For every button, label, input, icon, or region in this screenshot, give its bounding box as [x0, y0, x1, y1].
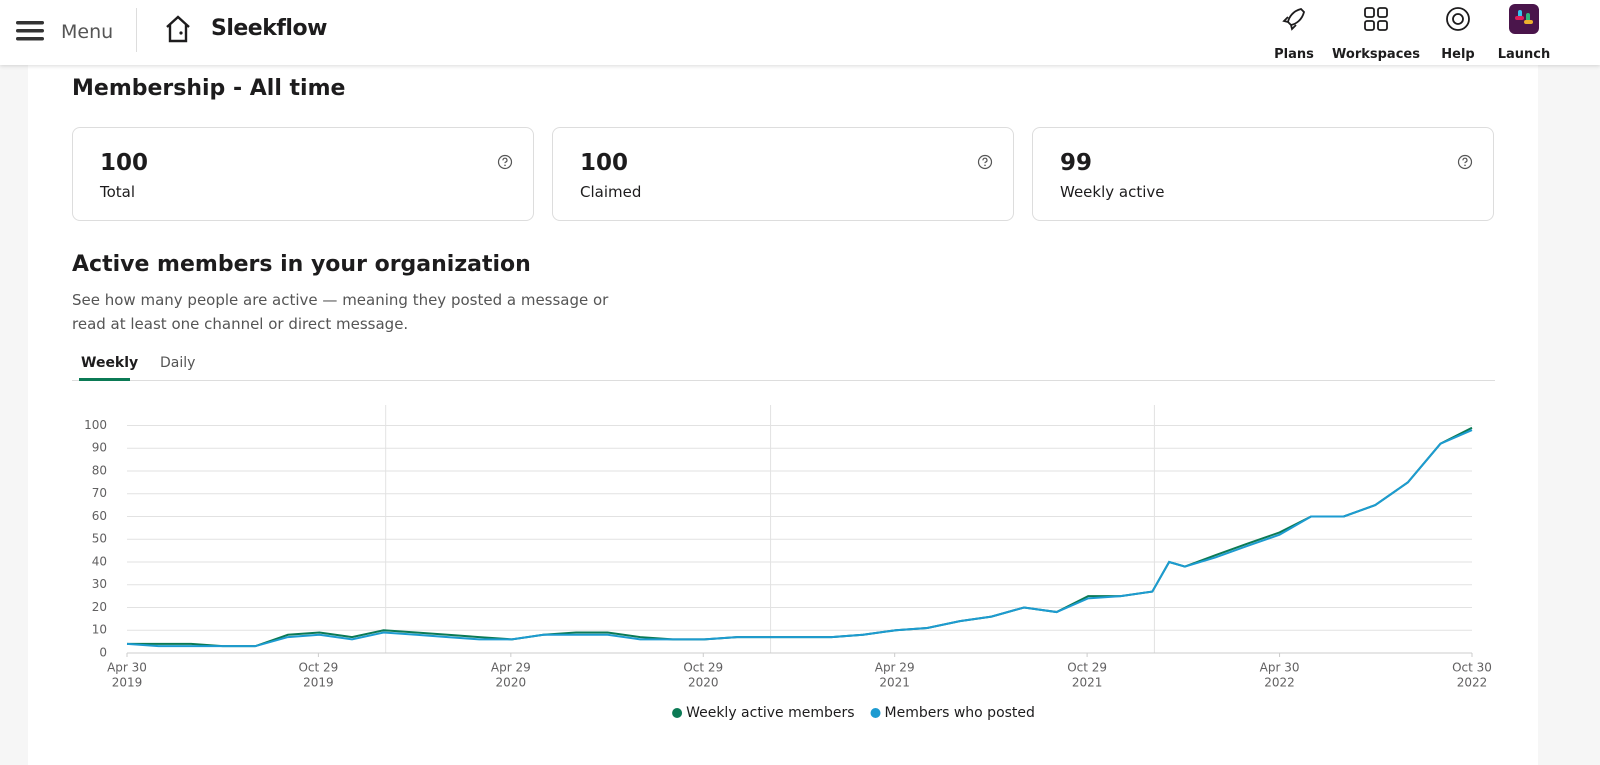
legend-label: Members who posted — [885, 705, 1035, 721]
plans-icon[interactable] — [1281, 6, 1307, 32]
x-tick-year: 2019 — [303, 676, 334, 690]
menu-icon[interactable] — [16, 20, 44, 42]
stat-card: 99 Weekly active — [1032, 127, 1494, 221]
y-tick-label: 90 — [92, 441, 107, 455]
stat-value: 99 — [1060, 150, 1093, 176]
stat-label: Weekly active — [1060, 183, 1165, 201]
legend-label: Weekly active members — [686, 705, 854, 721]
y-tick-label: 70 — [92, 486, 107, 500]
stat-card: 100 Total — [72, 127, 534, 221]
stat-label: Claimed — [580, 183, 642, 201]
stat-value: 100 — [580, 150, 629, 176]
stat-value: 100 — [100, 150, 149, 176]
y-tick-label: 0 — [99, 646, 107, 660]
x-tick-label: Oct 29 — [1067, 661, 1107, 675]
x-tick-year: 2019 — [112, 676, 143, 690]
description: See how many people are active — meaning… — [72, 291, 609, 333]
header: Menu Sleekflow Plans Workspaces Help Lau… — [0, 0, 1600, 65]
legend-marker — [870, 708, 881, 718]
x-tick-year: 2022 — [1264, 676, 1295, 690]
legend-marker — [672, 708, 683, 718]
x-tick-label: Apr 29 — [491, 661, 531, 675]
line-series — [126, 429, 1473, 648]
y-tick-label: 50 — [92, 532, 107, 546]
y-tick-label: 10 — [92, 623, 107, 637]
x-tick-year: 2020 — [496, 676, 527, 690]
nav-item[interactable]: Help — [1441, 47, 1475, 62]
x-tick-year: 2022 — [1457, 676, 1488, 690]
y-tick-label: 20 — [92, 600, 107, 614]
x-tick-label: Apr 30 — [107, 661, 147, 675]
x-tick-year: 2021 — [879, 676, 910, 690]
info-icon[interactable] — [497, 154, 513, 170]
tab-divider — [72, 380, 1495, 381]
divider — [136, 8, 137, 52]
menu-label[interactable]: Menu — [61, 21, 114, 43]
tab[interactable]: Weekly — [81, 355, 139, 371]
y-tick-label: 80 — [92, 463, 107, 477]
nav-item[interactable]: Launch — [1497, 47, 1551, 62]
x-tick-label: Oct 29 — [683, 661, 723, 675]
stat-card: 100 Claimed — [552, 127, 1014, 221]
brand[interactable]: Sleekflow — [211, 16, 327, 41]
nav-item[interactable]: Plans — [1274, 47, 1314, 62]
y-tick-label: 60 — [92, 509, 107, 523]
x-tick-label: Oct 29 — [298, 661, 338, 675]
y-tick-label: 40 — [92, 554, 107, 568]
workspaces-icon[interactable] — [1363, 6, 1389, 32]
tab[interactable]: Daily — [160, 355, 196, 371]
x-tick-label: Apr 30 — [1260, 661, 1300, 675]
tab-underline — [79, 378, 130, 381]
x-tick-label: Oct 30 — [1452, 661, 1492, 675]
info-icon[interactable] — [1457, 154, 1473, 170]
info-icon[interactable] — [977, 154, 993, 170]
nav-item[interactable]: Workspaces — [1332, 47, 1420, 62]
section-title: Membership - All time — [72, 76, 346, 101]
x-tick-year: 2020 — [688, 676, 719, 690]
help-icon[interactable] — [1445, 6, 1471, 32]
y-tick-label: 100 — [84, 418, 107, 432]
section-title: Active members in your organization — [72, 252, 531, 277]
x-tick-year: 2021 — [1072, 676, 1103, 690]
y-tick-label: 30 — [92, 577, 107, 591]
x-tick-label: Apr 29 — [875, 661, 915, 675]
launch-icon[interactable] — [1509, 4, 1539, 34]
stat-label: Total — [100, 183, 136, 201]
home-icon[interactable] — [164, 14, 194, 44]
